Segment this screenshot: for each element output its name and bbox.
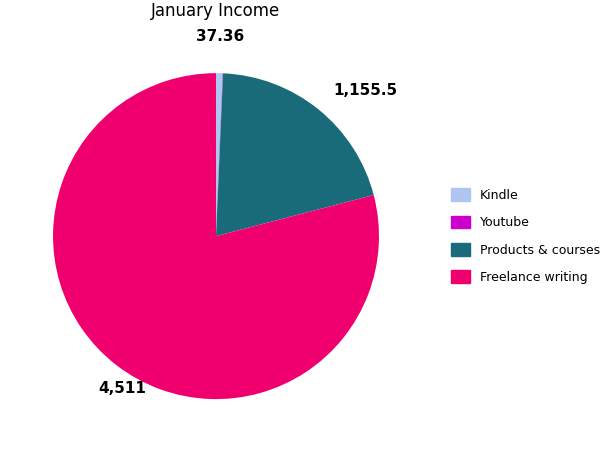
Text: 4,511: 4,511 xyxy=(98,381,146,396)
Text: 1,155.5: 1,155.5 xyxy=(334,83,398,98)
Wedge shape xyxy=(216,73,223,236)
Wedge shape xyxy=(216,73,374,236)
Title: January Income: January Income xyxy=(151,2,281,20)
Legend: Kindle, Youtube, Products & courses, Freelance writing: Kindle, Youtube, Products & courses, Fre… xyxy=(446,183,600,289)
Text: 37.36: 37.36 xyxy=(196,29,244,44)
Wedge shape xyxy=(216,73,223,236)
Wedge shape xyxy=(53,73,379,399)
